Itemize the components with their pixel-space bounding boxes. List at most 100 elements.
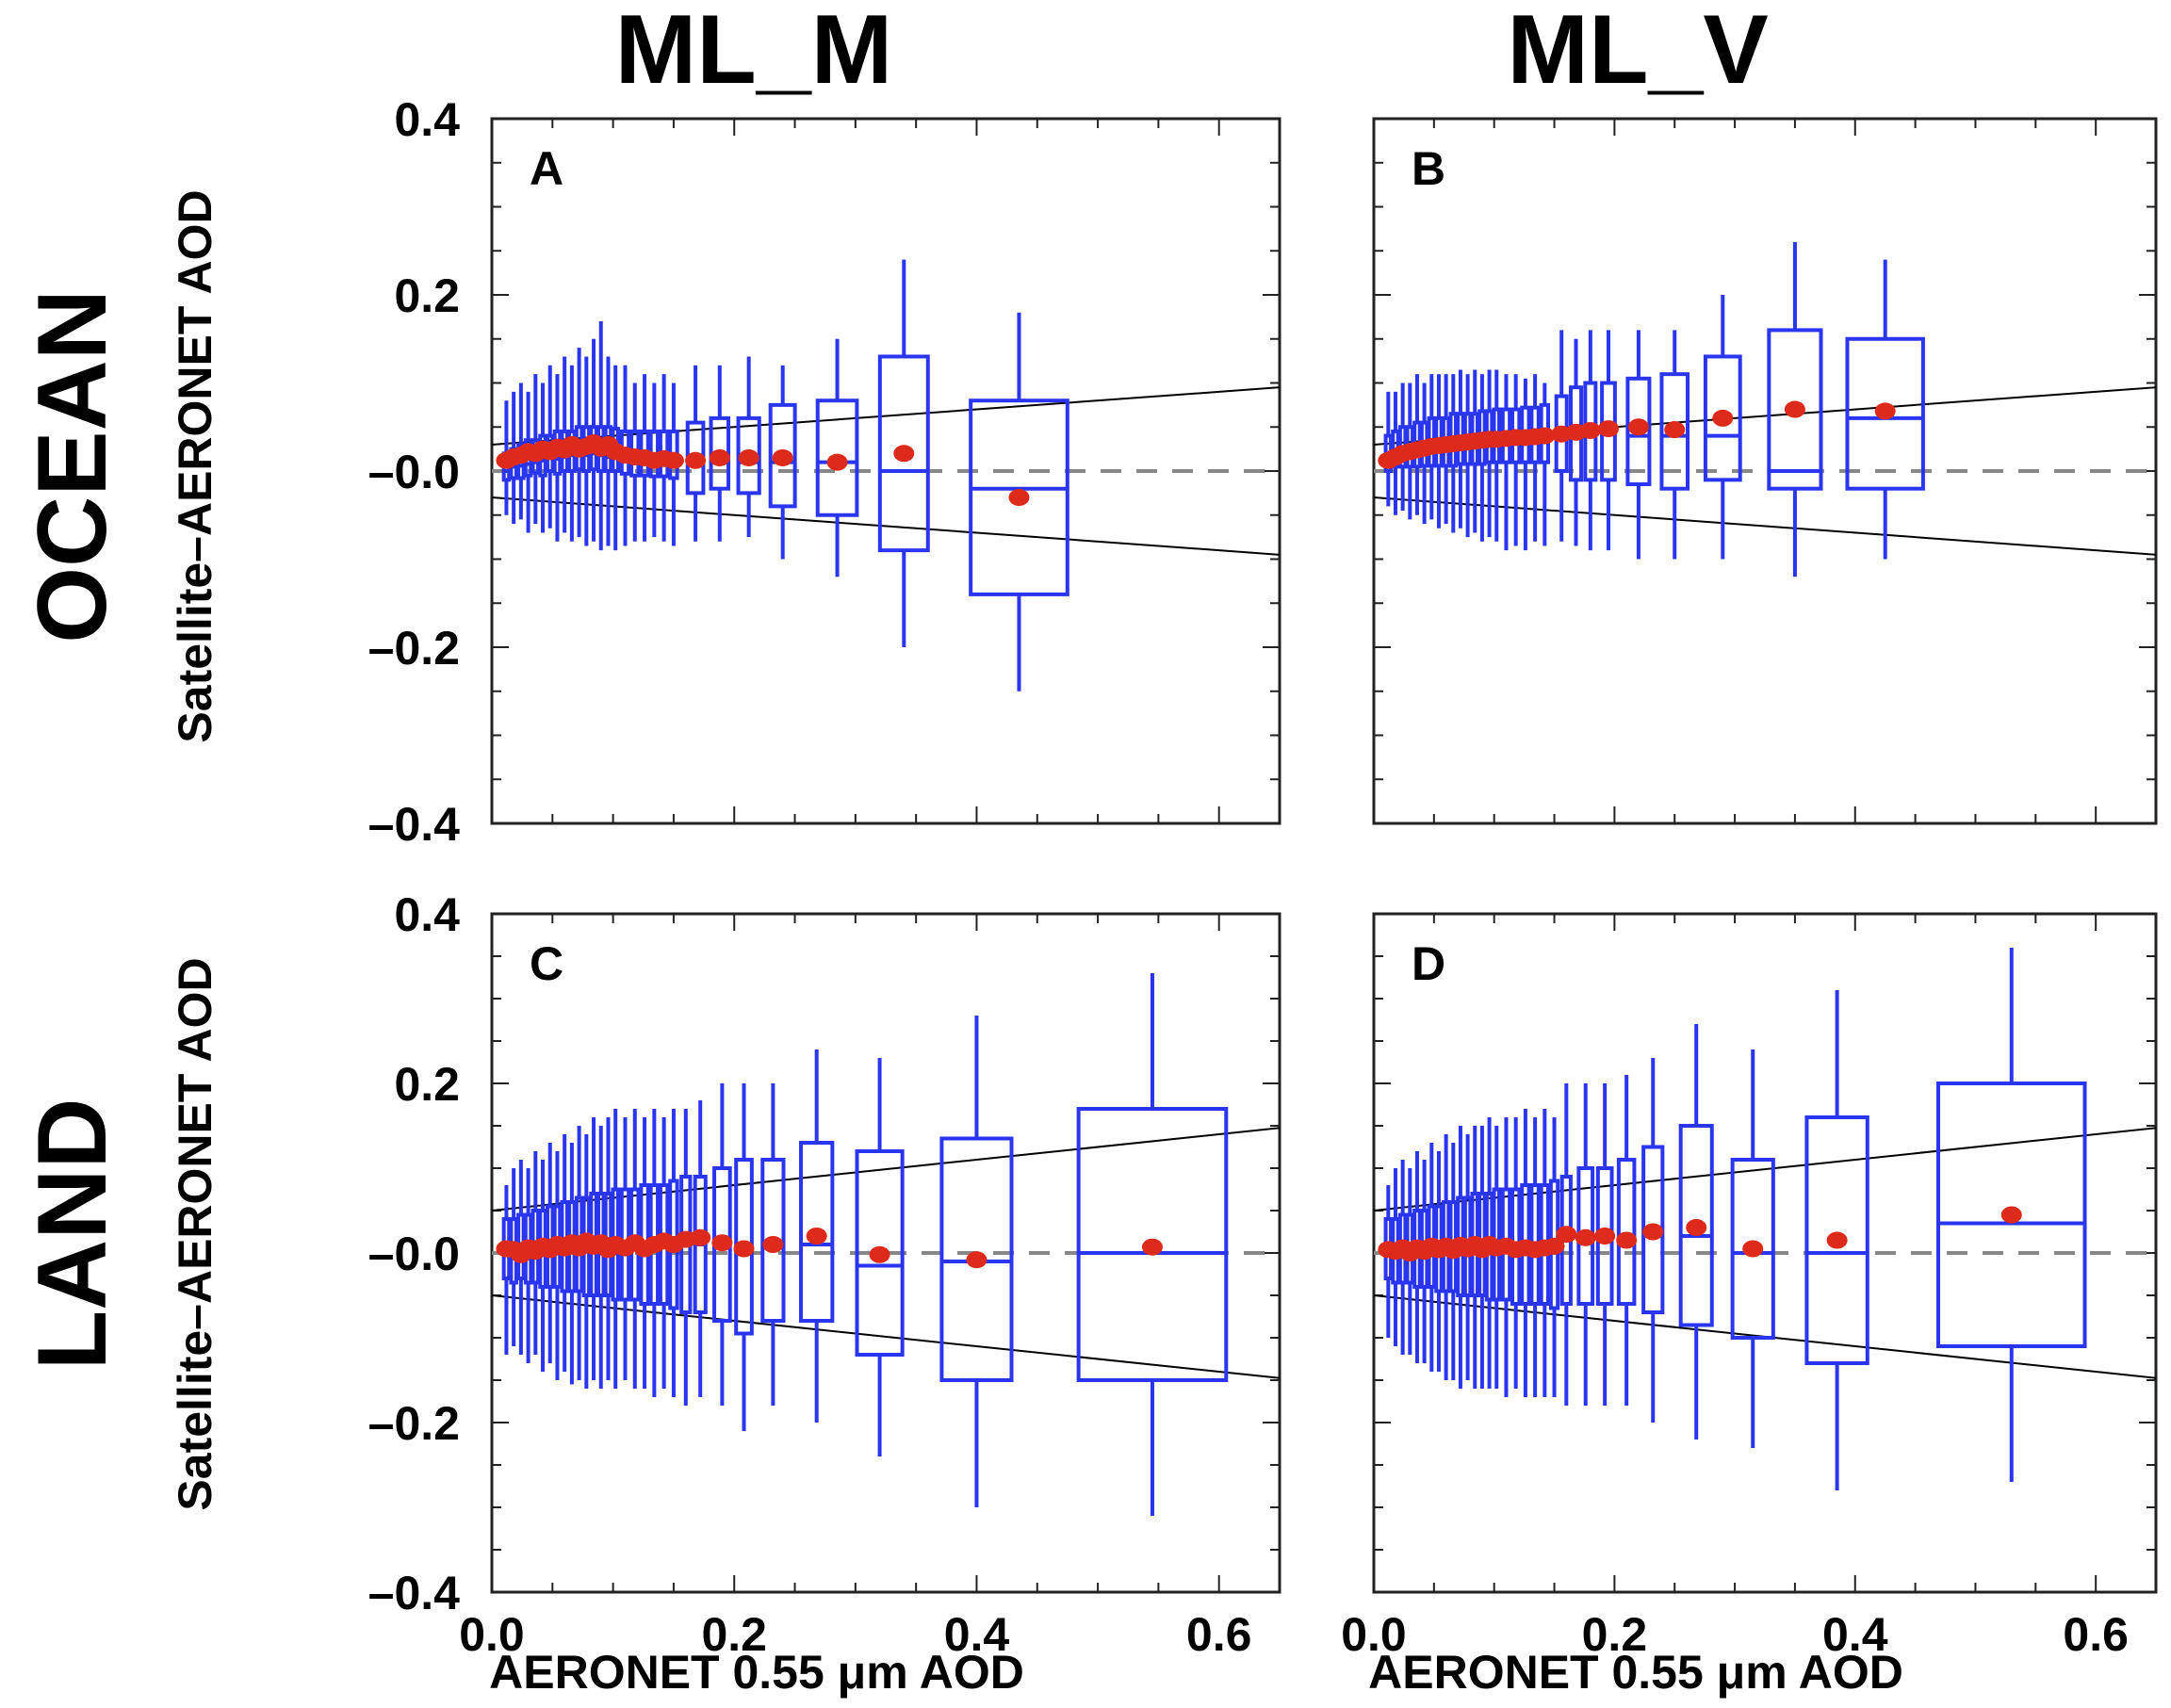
- box-bin: [1767, 241, 1823, 577]
- box-bin: [1730, 1049, 1775, 1448]
- mean-point: [690, 1228, 711, 1246]
- box-body: [760, 1158, 786, 1323]
- mean-point: [1642, 1223, 1664, 1241]
- xlabel-right: AERONET 0.55 μm AOD: [1368, 1646, 1903, 1699]
- box-bin: [1600, 330, 1617, 551]
- panel-a: 0.4 0.2 –0.0 –0.2 –0.4 A: [368, 93, 1281, 851]
- box-body: [1659, 372, 1690, 491]
- mean-point: [738, 448, 759, 466]
- mean-point: [1784, 400, 1805, 418]
- box-bin: [596, 1126, 606, 1389]
- mean-point: [966, 1251, 988, 1269]
- mean-point: [711, 1234, 733, 1252]
- box-bin: [1510, 374, 1522, 546]
- box-bin: [1492, 369, 1502, 542]
- box-body: [815, 399, 859, 517]
- box-body: [799, 1141, 835, 1323]
- mean-point: [1575, 1228, 1596, 1246]
- mean-point: [1627, 418, 1649, 436]
- box-body: [768, 402, 797, 509]
- box-bin: [538, 1160, 547, 1372]
- box-body: [877, 354, 930, 553]
- ylabel-bottom: Satellite–AERONET AOD: [169, 957, 221, 1510]
- mean-point: [893, 445, 915, 463]
- envelope-lower-line: [491, 496, 1281, 556]
- x-tick-label: 0.6: [1186, 1608, 1252, 1661]
- mean-point: [1556, 1226, 1577, 1244]
- y-tick-label: –0.4: [368, 1567, 461, 1619]
- box-bin: [1492, 1126, 1502, 1389]
- box-bin: [1470, 369, 1480, 533]
- x-tick-label: 0.6: [2063, 1608, 2129, 1661]
- box-body: [1076, 1107, 1229, 1382]
- x-tick-label: 0.4: [944, 1608, 1010, 1661]
- box-bin: [552, 1151, 563, 1380]
- mean-point: [709, 448, 730, 466]
- box-bin: [1520, 378, 1531, 551]
- box-body: [939, 1136, 1014, 1382]
- mean-point: [1598, 420, 1619, 438]
- row-title-ocean: OCEAN: [18, 289, 127, 643]
- box-bin: [1569, 338, 1584, 546]
- mean-point: [1534, 427, 1556, 445]
- box-bin: [1448, 1143, 1459, 1380]
- box-bin: [1703, 295, 1742, 560]
- box-body: [736, 415, 761, 496]
- box-body: [969, 399, 1069, 596]
- box-bin: [1529, 374, 1541, 542]
- box-bin: [1484, 369, 1494, 538]
- box-bin: [1383, 1185, 1394, 1338]
- mean-point: [1579, 421, 1601, 439]
- box-bin: [1804, 990, 1869, 1490]
- y-tick-label: –0.2: [368, 1397, 460, 1450]
- panel-b: B: [1372, 117, 2158, 825]
- box-bin: [1625, 330, 1652, 560]
- y-tick-label: –0.4: [368, 798, 461, 851]
- box-bin: [1383, 391, 1394, 507]
- x-tick-label: 0.2: [1582, 1608, 1648, 1661]
- box-bin: [693, 1100, 708, 1397]
- box-bin: [523, 1168, 533, 1363]
- box-bin: [736, 356, 761, 538]
- box-bin: [1500, 1117, 1512, 1397]
- box-bin: [1434, 1151, 1444, 1372]
- mean-point: [1712, 409, 1734, 427]
- box-body: [1730, 1158, 1775, 1340]
- box-bin: [501, 1185, 512, 1355]
- col-title-ml-v: ML_V: [1507, 0, 1768, 105]
- y-tick-label: 0.2: [394, 269, 460, 322]
- box-bin: [581, 1134, 592, 1389]
- mean-point: [806, 1228, 827, 1244]
- box-bin: [815, 338, 859, 577]
- row-title-land: LAND: [18, 1098, 127, 1371]
- y-tick-label: 0.4: [394, 888, 460, 941]
- box-bin: [1477, 374, 1487, 542]
- box-bin: [1419, 1160, 1429, 1363]
- box-bin: [567, 1143, 577, 1385]
- y-tick-label: 0.4: [394, 93, 460, 146]
- box-body: [1936, 1082, 2087, 1348]
- envelope-lower-line: [491, 1294, 1281, 1379]
- box-bin: [1548, 1117, 1560, 1397]
- xlabel-left: AERONET 0.55 μm AOD: [489, 1646, 1024, 1699]
- mean-point: [869, 1245, 890, 1263]
- y-tick-label: –0.0: [368, 1228, 460, 1280]
- box-body: [1616, 1158, 1637, 1306]
- mean-point: [733, 1240, 755, 1258]
- x-tick-label: 0.4: [1822, 1608, 1888, 1661]
- box-bin: [1659, 330, 1690, 560]
- mean-point: [762, 1236, 784, 1253]
- panel-c: 0.4 0.2 –0.0 –0.2 –0.40.0 0.2 0.4 0.6 C: [368, 888, 1281, 1661]
- mean-point: [1742, 1240, 1764, 1258]
- mean-point: [1008, 489, 1030, 507]
- col-title-ml-m: ML_M: [615, 0, 893, 105]
- envelope-lower-line: [1373, 496, 2157, 556]
- panel-label-c: C: [530, 937, 563, 990]
- box-bin: [1500, 374, 1512, 551]
- mean-point: [826, 453, 848, 471]
- box-body: [1767, 328, 1823, 491]
- y-tick-label: –0.2: [368, 622, 460, 675]
- box-body: [1625, 376, 1652, 487]
- box-bin: [1462, 374, 1473, 538]
